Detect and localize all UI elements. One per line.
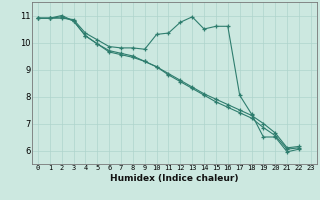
X-axis label: Humidex (Indice chaleur): Humidex (Indice chaleur)	[110, 174, 239, 183]
